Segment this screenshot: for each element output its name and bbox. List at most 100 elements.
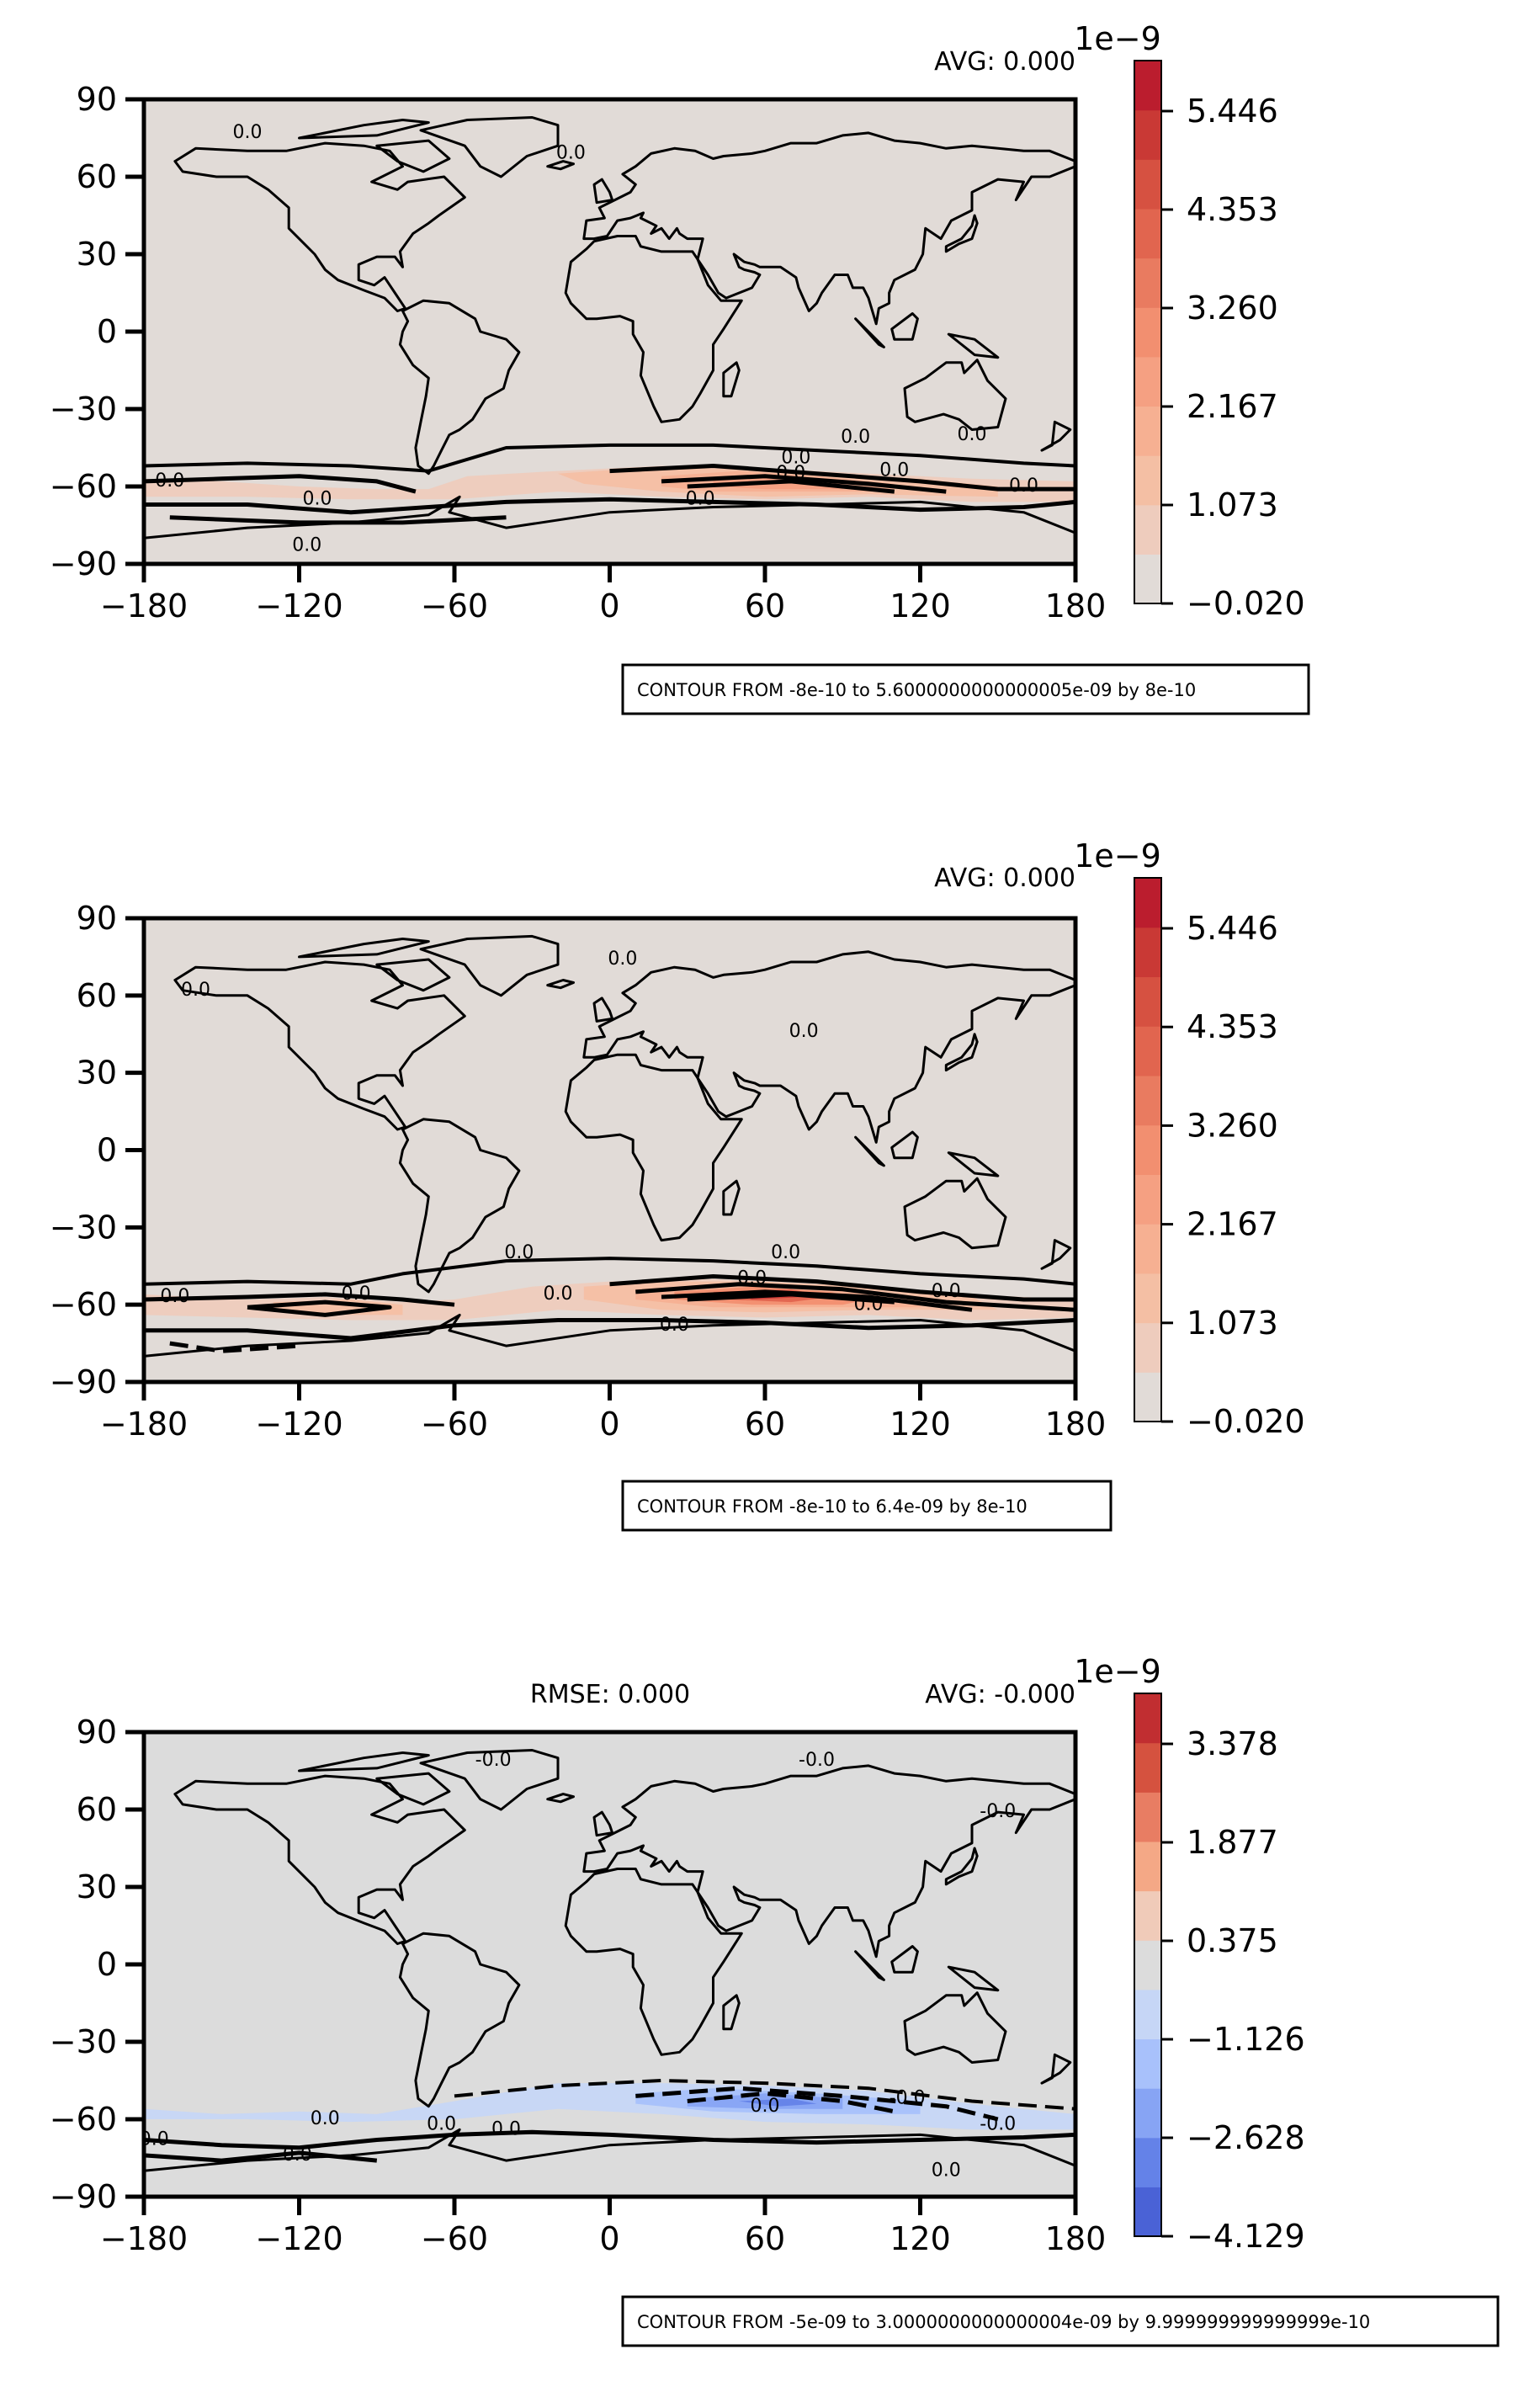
coastline-africa	[564, 1868, 743, 2056]
coastline-australia	[903, 1991, 1007, 2064]
colorbar-exponent: 1e−9	[1074, 837, 1161, 874]
y-tick-label: 0	[97, 313, 117, 350]
map-area: 0.00.00.00.00.00.00.00.00.00.00.00.0	[144, 116, 1075, 556]
y-tick-label: 90	[77, 81, 117, 118]
colorbar-tick-label: −1.126	[1187, 2021, 1305, 2058]
coastline-northAmerica	[173, 960, 466, 1131]
contour-label-7: 0.0	[932, 1281, 961, 1302]
contour-note: CONTOUR FROM -8e-10 to 5.600000000000000…	[637, 680, 1196, 700]
colorbar-segment-2	[1134, 2088, 1161, 2139]
contour-note-box	[621, 1480, 1113, 1532]
colorbar-tick-label: 1.073	[1187, 486, 1278, 524]
contour-note: CONTOUR FROM -5e-09 to 3.000000000000000…	[637, 2312, 1370, 2332]
colorbar-segment-1	[1134, 1322, 1161, 1373]
coastline-northAmerica	[173, 1774, 466, 1945]
contour-line-9	[169, 1341, 300, 1353]
contour-line-7	[169, 515, 507, 525]
x-tick-label: 180	[1045, 587, 1107, 624]
contour-label-7: -0.0	[980, 2113, 1016, 2134]
y-tick-label: −30	[50, 391, 117, 428]
contour-label-3: 0.0	[544, 1284, 573, 1305]
x-tick-label: 60	[745, 2220, 785, 2257]
colorbar-tick-label: 1.877	[1187, 1824, 1278, 1861]
contour-label-4: 0.0	[504, 1242, 534, 1263]
colorbar-segment-2	[1134, 455, 1161, 506]
coastline-newGuinea	[947, 332, 1000, 359]
contour-line-1	[454, 2079, 1075, 2111]
x-tick-label: −60	[421, 2220, 488, 2257]
coastline-japan	[944, 1033, 979, 1072]
coastline-madagascar	[722, 361, 741, 398]
x-tick-label: −60	[421, 587, 488, 624]
y-tick-label: −90	[50, 1363, 117, 1400]
colorbar-tick-label: 1.073	[1187, 1305, 1278, 1342]
colorbar-segment-10	[1134, 1693, 1161, 1744]
contour-line-1	[144, 443, 1075, 473]
contour-fill-1	[144, 2083, 1075, 2130]
contour-label-9: -0.0	[475, 1750, 512, 1771]
y-tick-label: 60	[77, 158, 117, 195]
y-tick-label: −60	[50, 1286, 117, 1323]
colorbar-segment-1	[1134, 504, 1161, 555]
colorbar-segment-9	[1134, 927, 1161, 978]
x-tick-label: 60	[745, 1406, 785, 1443]
contour-fill-4	[739, 2098, 817, 2107]
y-tick-label: −90	[50, 2178, 117, 2215]
x-tick-label: −120	[255, 587, 343, 624]
x-tick-label: −120	[255, 1406, 343, 1443]
contour-label-7: 0.0	[1009, 476, 1038, 497]
contour-label-1: 0.0	[140, 2129, 169, 2150]
contour-label-6: 0.0	[841, 427, 870, 448]
contour-label-10: -0.0	[799, 1750, 835, 1771]
panel-1: 0.00.00.00.00.00.00.00.00.00.00.00.0−180…	[50, 20, 1310, 715]
x-tick-label: 180	[1045, 1406, 1107, 1443]
contour-line-2	[144, 1292, 455, 1307]
coastline-japan	[944, 214, 979, 253]
y-tick-label: 0	[97, 1946, 117, 1983]
colorbar-tick-label: −4.129	[1187, 2218, 1305, 2255]
coastline-iceland	[546, 979, 575, 990]
colorbar-tick-label: 5.446	[1187, 93, 1278, 130]
coastline-greenland	[419, 1749, 560, 1811]
y-tick-label: −90	[50, 545, 117, 582]
contour-line-1	[144, 1257, 1075, 1286]
colorbar-tick-label: 2.167	[1187, 388, 1278, 425]
coastline-borneo	[890, 1945, 919, 1974]
colorbar-tick-label: 4.353	[1187, 1008, 1278, 1045]
contour-label-12: 0.0	[789, 1021, 819, 1042]
colorbar-segment-8	[1134, 159, 1161, 210]
coastline-greenland	[419, 116, 560, 178]
x-tick-label: 120	[889, 587, 951, 624]
coastline-japan	[944, 1847, 979, 1886]
contour-label-6: 0.0	[737, 1268, 767, 1289]
colorbar-segment-5	[1134, 1940, 1161, 1990]
colorbar-tick-label: 3.260	[1187, 1107, 1278, 1144]
panel-2: 0.0 0.0 0.00.0 0.00.00.00.00.00.00.00.0−180…	[50, 837, 1305, 1532]
colorbar-segment-9	[1134, 1742, 1161, 1793]
coastline-southAmerica	[398, 1118, 521, 1294]
coastline-baffin	[375, 139, 451, 173]
coastline-baffin	[375, 958, 451, 992]
coastline-southAmerica	[398, 299, 521, 476]
colorbar-segment-6	[1134, 258, 1161, 308]
y-tick-label: −30	[50, 2023, 117, 2060]
coastline-britain	[592, 997, 614, 1023]
contour-line-4	[144, 2129, 1075, 2150]
contour-label-5: 0.0	[879, 460, 909, 481]
contour-line-5	[144, 2150, 378, 2163]
contour-line-7	[687, 1292, 895, 1305]
colorbar-segment-0	[1134, 2187, 1161, 2237]
contour-line-5	[661, 474, 947, 494]
contour-line-5	[635, 1282, 1075, 1312]
x-tick-label: 180	[1045, 2220, 1107, 2257]
colorbar-segment-6	[1134, 1890, 1161, 1941]
coastline-greenland	[419, 934, 560, 997]
coastline-eurasia	[582, 1764, 1075, 1958]
x-tick-label: −180	[100, 587, 188, 624]
y-tick-label: 90	[77, 900, 117, 937]
contour-line-4	[609, 1274, 1075, 1302]
coastline-antarcticaSpine	[144, 2128, 1075, 2172]
y-tick-label: 30	[77, 1055, 117, 1092]
colorbar-segment-7	[1134, 208, 1161, 259]
